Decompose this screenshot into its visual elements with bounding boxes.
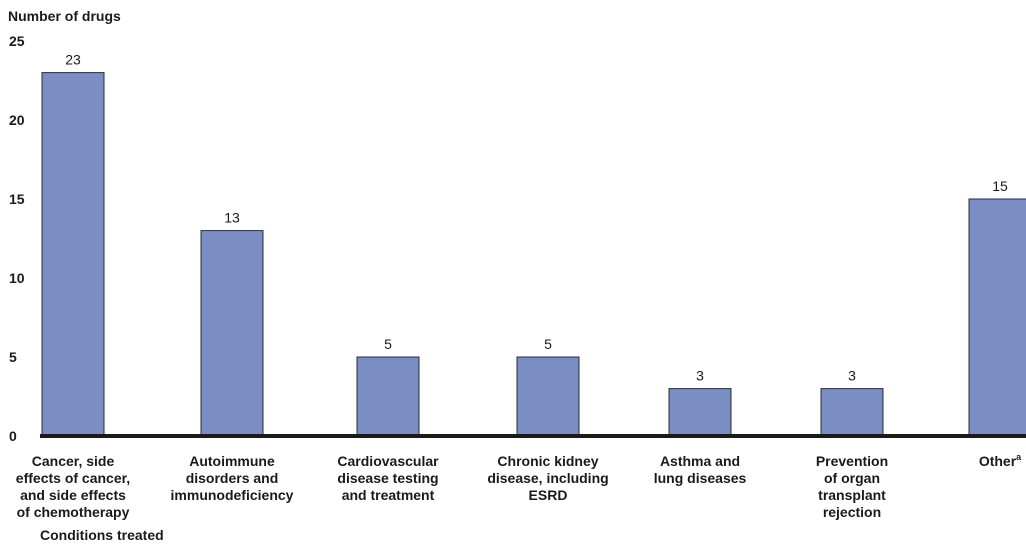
category-label-line: Prevention — [816, 453, 888, 469]
bar — [356, 356, 420, 437]
category-label: Cardiovascular disease testing and treatme… — [337, 453, 439, 503]
category-label-line: Chronic kidney — [497, 453, 598, 469]
y-axis-ticks: 0 5 10 15 20 25 — [9, 33, 25, 444]
category-label-line: lung diseases — [654, 470, 747, 486]
category-label-line: Other — [979, 453, 1017, 469]
category-label-line: of organ — [824, 470, 880, 486]
bars — [41, 72, 1026, 437]
x-axis-title: Conditions treated — [40, 527, 164, 543]
bar — [968, 198, 1026, 437]
category-label-line: immunodeficiency — [171, 487, 294, 503]
category-label-line: and side effects — [20, 487, 126, 503]
footnote-mark: a — [1016, 452, 1022, 462]
category-label-line: ESRD — [529, 487, 568, 503]
category-label-line: rejection — [823, 504, 881, 520]
bar — [668, 388, 732, 437]
category-label-line: of chemotherapy — [17, 504, 130, 520]
data-label: 5 — [544, 336, 552, 352]
category-labels: Cancer, side effects of cancer, and side e… — [16, 452, 1022, 520]
y-tick-label: 25 — [9, 33, 25, 49]
category-label-line: effects of cancer, — [16, 470, 130, 486]
category-label-line: and treatment — [342, 487, 435, 503]
data-labels: 23 13 5 5 3 3 15 — [65, 52, 1008, 384]
y-tick-label: 0 — [9, 428, 17, 444]
y-tick-label: 10 — [9, 270, 25, 286]
category-label-line: Autoimmune — [189, 453, 275, 469]
category-label-line: disease testing — [337, 470, 438, 486]
category-label-line: Cardiovascular — [337, 453, 439, 469]
bar — [820, 388, 884, 437]
data-label: 5 — [384, 336, 392, 352]
category-label: Autoimmune disorders and immunodeficiency — [171, 453, 294, 503]
data-label: 23 — [65, 52, 81, 68]
category-label: Cancer, side effects of cancer, and side e… — [16, 453, 130, 520]
category-label-line: transplant — [818, 487, 886, 503]
category-label: Prevention of organ transplant rejection — [816, 453, 888, 520]
y-axis-title: Number of drugs — [8, 8, 121, 24]
y-tick-label: 20 — [9, 112, 25, 128]
category-label: Chronic kidney disease, including ESRD — [487, 453, 608, 503]
bar — [516, 356, 580, 437]
data-label: 13 — [224, 210, 240, 226]
data-label: 3 — [848, 368, 856, 384]
y-tick-label: 5 — [9, 349, 17, 365]
bar — [41, 72, 105, 437]
category-label-line: Cancer, side — [32, 453, 115, 469]
category-label-line: disorders and — [186, 470, 279, 486]
category-label: Othera — [979, 452, 1022, 469]
data-label: 15 — [992, 178, 1008, 194]
category-label-line: Asthma and — [660, 453, 740, 469]
bar — [200, 230, 264, 437]
category-label: Asthma and lung diseases — [654, 453, 747, 486]
category-label-line: disease, including — [487, 470, 608, 486]
y-tick-label: 15 — [9, 191, 25, 207]
data-label: 3 — [696, 368, 704, 384]
